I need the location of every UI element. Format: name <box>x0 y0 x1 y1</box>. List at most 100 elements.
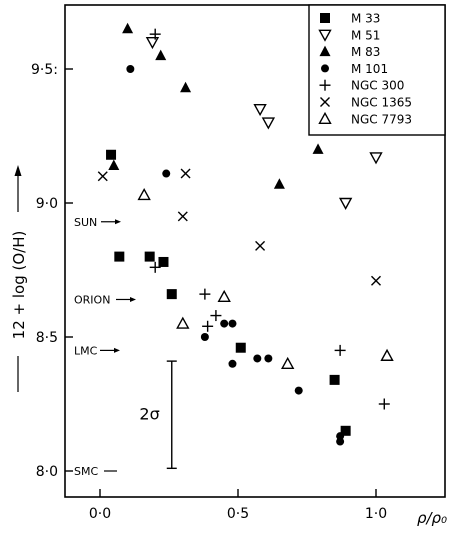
point-ngc-7793 <box>176 316 190 329</box>
point-ngc-1365 <box>371 275 381 286</box>
point-m-51 <box>369 152 383 165</box>
error-bar-group: 2σ <box>139 360 177 470</box>
legend-marker <box>320 97 330 107</box>
legend-marker <box>318 111 332 125</box>
point-m-51 <box>338 197 353 210</box>
legend-label: NGC 300 <box>351 79 404 93</box>
point-ngc-300 <box>149 28 161 40</box>
y-axis-label: 12 + log (O/H) <box>10 231 28 340</box>
legend-entry-ngc-300: NGC 300 <box>319 79 404 93</box>
point-m-101 <box>228 319 237 328</box>
point-m-101 <box>264 354 273 363</box>
legend-entry-ngc-7793: NGC 7793 <box>318 111 412 126</box>
point-m-101 <box>200 333 209 341</box>
series-m-101 <box>126 65 345 446</box>
legend-entry-m-51: M 51 <box>318 28 380 42</box>
reference-level-sun: SUN <box>74 216 121 229</box>
legend-label: M 33 <box>351 12 380 26</box>
point-m-51 <box>261 117 276 130</box>
point-ngc-1365 <box>177 211 188 222</box>
point-ngc-7793 <box>280 356 295 369</box>
point-m-33 <box>144 251 155 262</box>
point-m-83 <box>108 159 120 170</box>
series-m-33 <box>106 149 351 436</box>
legend: M 33 M 51 M 83 M 101 NGC 300 NGC 1365 NGC 7793 <box>308 4 446 136</box>
y-tick-label: 8·5 <box>36 330 58 346</box>
legend-entry-m-101: M 101 <box>321 62 388 76</box>
point-m-101 <box>126 65 135 73</box>
point-m-33 <box>340 425 351 436</box>
reference-label: SMC <box>74 465 98 478</box>
point-ngc-300 <box>210 310 222 322</box>
series-m-83 <box>108 22 324 189</box>
ticks-layer: 0·0 0·5 1·0 8·0 8·5 9·0 9·5: <box>31 62 387 522</box>
point-m-101 <box>220 319 229 328</box>
x-tick-label: 0·0 <box>89 506 111 522</box>
y-axis-arrow <box>14 165 22 212</box>
reference-label: SUN <box>74 216 97 229</box>
reference-arrowhead <box>130 296 136 302</box>
point-m-33 <box>114 251 125 262</box>
legend-label: M 101 <box>351 62 388 76</box>
point-ngc-300 <box>149 261 161 273</box>
point-m-83 <box>180 81 192 93</box>
legend-label: NGC 7793 <box>351 112 412 126</box>
point-m-101 <box>228 359 237 368</box>
legend-label: M 83 <box>351 45 380 59</box>
legend-label: M 51 <box>351 28 380 42</box>
point-m-83 <box>273 178 285 189</box>
legend-entry-m-33: M 33 <box>320 12 380 26</box>
point-ngc-7793 <box>137 188 151 201</box>
series-m-51 <box>145 37 383 210</box>
reference-level-orion: ORION <box>74 293 136 306</box>
legend-marker <box>320 13 330 23</box>
point-ngc-1365 <box>97 171 108 182</box>
point-m-83 <box>122 22 134 34</box>
point-m-51 <box>145 37 160 50</box>
point-ngc-300 <box>202 320 214 332</box>
reference-level-lmc: LMC <box>74 344 120 357</box>
legend-marker <box>318 29 332 42</box>
reference-levels: SUN ORION LMC SMC <box>74 216 136 478</box>
point-m-101 <box>162 169 171 178</box>
reference-label: LMC <box>74 344 98 357</box>
legend-box <box>308 4 446 136</box>
point-m-83 <box>312 143 324 154</box>
legend-entry-m-83: M 83 <box>319 45 380 59</box>
point-m-33 <box>166 289 177 300</box>
point-ngc-7793 <box>380 348 394 361</box>
point-m-33 <box>235 342 246 353</box>
legend-marker <box>319 45 331 57</box>
series-ngc-7793 <box>137 188 394 369</box>
plot-frame <box>64 4 446 498</box>
point-m-101 <box>336 432 345 441</box>
reference-arrowhead <box>115 219 121 225</box>
point-m-101 <box>294 386 303 395</box>
series-ngc-300 <box>149 28 390 410</box>
point-ngc-300 <box>378 398 390 410</box>
point-m-83 <box>155 49 167 61</box>
point-ngc-7793 <box>217 289 231 302</box>
legend-entries: M 33 M 51 M 83 M 101 NGC 300 NGC 1365 NGC 7793 <box>318 12 412 126</box>
legend-marker <box>319 79 331 91</box>
point-m-51 <box>253 103 267 117</box>
y-tick-label: 9·5: <box>31 62 58 78</box>
point-m-101 <box>253 354 262 363</box>
point-m-33 <box>106 149 117 160</box>
y-tick-label: 9·0 <box>36 196 58 212</box>
x-tick-label: 0·5 <box>227 506 249 522</box>
reference-label: ORION <box>74 293 110 306</box>
data-points <box>97 22 394 446</box>
legend-marker <box>321 64 329 73</box>
y-tick-label: 8·0 <box>36 464 58 480</box>
point-ngc-1365 <box>180 168 191 179</box>
series-ngc-1365 <box>97 168 381 286</box>
point-m-33 <box>329 374 340 385</box>
reference-arrowhead <box>114 347 120 353</box>
x-tick-label: 1·0 <box>365 506 387 522</box>
legend-entry-ngc-1365: NGC 1365 <box>320 96 412 110</box>
point-ngc-300 <box>199 288 211 300</box>
error-bar-label: 2σ <box>139 405 159 424</box>
point-ngc-300 <box>334 344 346 356</box>
